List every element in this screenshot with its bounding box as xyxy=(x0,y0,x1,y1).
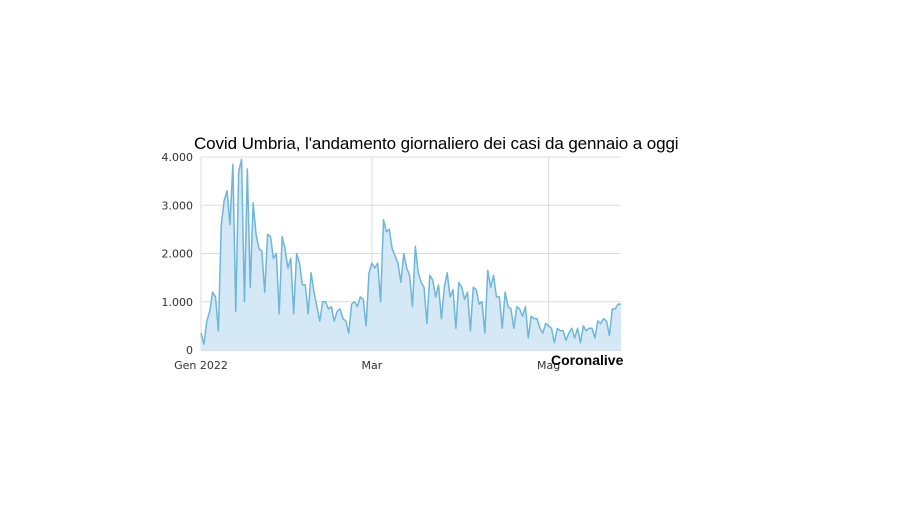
x-tick-label: Gen 2022 xyxy=(174,359,228,372)
y-tick-label: 0 xyxy=(186,344,193,357)
y-tick-label: 2.000 xyxy=(162,248,194,261)
chart-title: Covid Umbria, l'andamento giornaliero de… xyxy=(194,134,679,153)
y-tick-label: 1.000 xyxy=(162,296,194,309)
series-area xyxy=(201,159,621,350)
area-layer xyxy=(200,158,621,350)
y-tick-label: 3.000 xyxy=(162,199,194,212)
source-label: Coronalive xyxy=(551,352,624,368)
series-line xyxy=(200,158,621,345)
y-tick-label: 4.000 xyxy=(162,151,194,164)
y-axis: 0 1.000 2.000 3.000 4.000 xyxy=(162,151,194,357)
x-tick-label: Mag xyxy=(537,359,560,372)
x-axis: Gen 2022 Mar Mag xyxy=(174,359,560,372)
x-tick-label: Mar xyxy=(362,359,383,372)
